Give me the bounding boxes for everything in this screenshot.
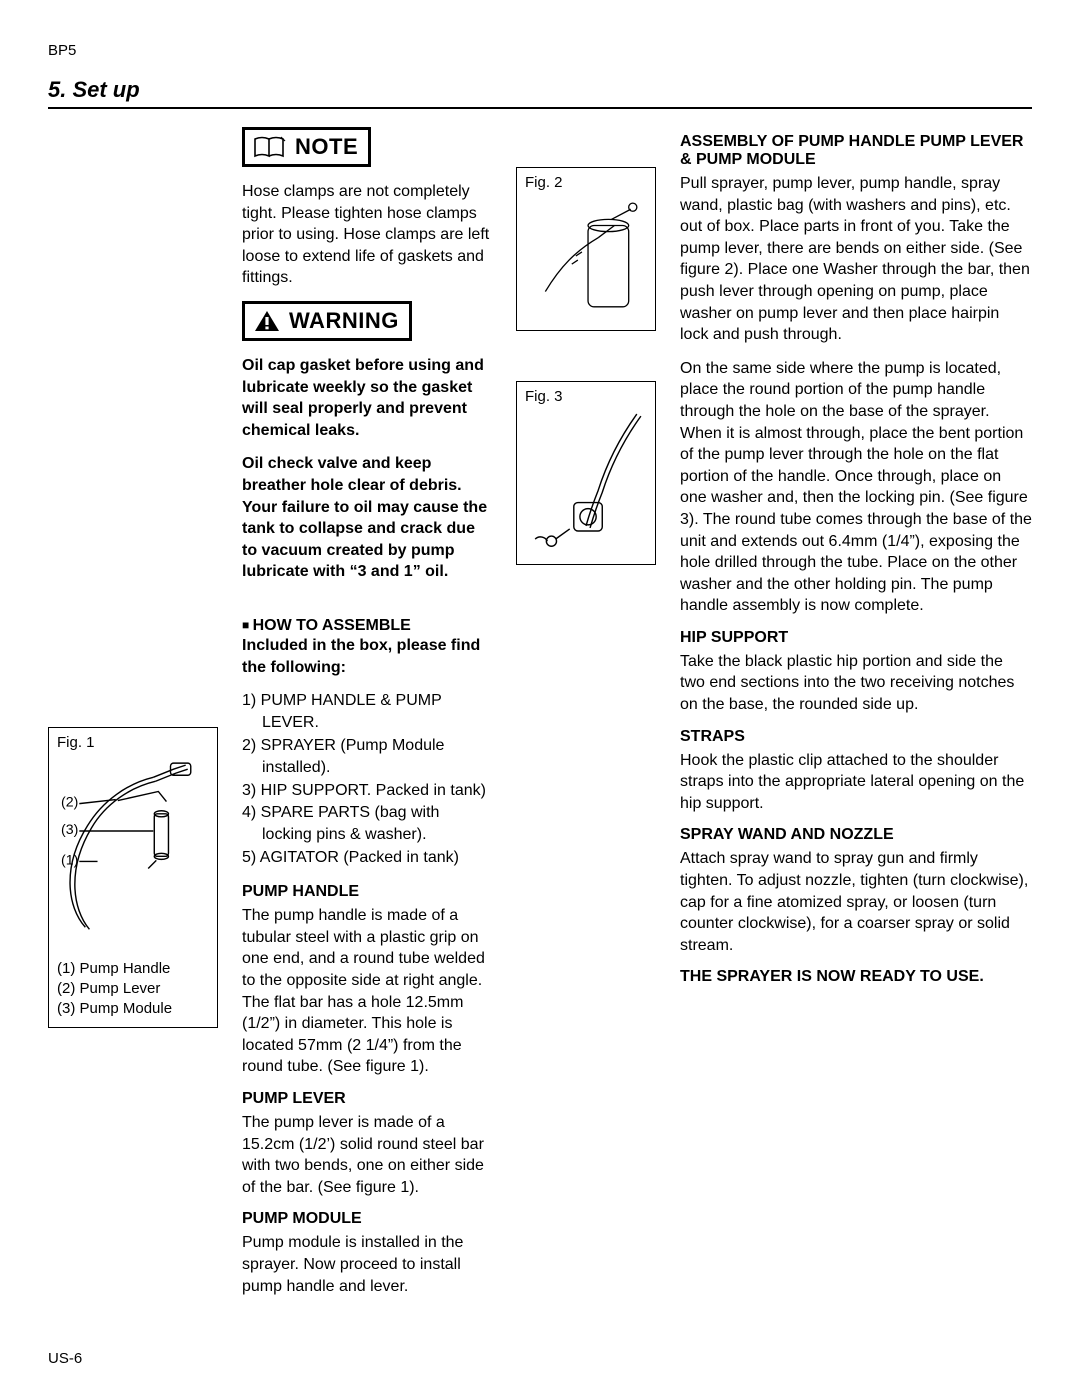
pump-handle-text: The pump handle is made of a tubular ste…: [242, 905, 492, 1078]
figure-1-label: Fig. 1: [57, 734, 209, 751]
ready-head: THE SPRAYER IS NOW READY TO USE.: [680, 968, 1032, 986]
pump-lever-head: PUMP LEVER: [242, 1090, 492, 1108]
figure-3-svg: [525, 409, 647, 551]
pump-handle-head: PUMP HANDLE: [242, 883, 492, 901]
note-label: NOTE: [295, 134, 358, 160]
column-right: ASSEMBLY OF PUMP HANDLE PUMP LEVER & PUM…: [680, 127, 1032, 1309]
page-footer: US-6: [48, 1350, 82, 1367]
fig1-callout-1: (1): [61, 852, 78, 868]
hip-support-head: HIP SUPPORT: [680, 629, 1032, 647]
fig1-legend-3: (3) Pump Module: [57, 999, 209, 1019]
warning-triangle-icon: [253, 309, 281, 333]
section-title: 5. Set up: [48, 77, 1032, 109]
part-1: 1) PUMP HANDLE & PUMP LEVER.: [242, 690, 492, 735]
part-4: 4) SPARE PARTS (bag with locking pins & …: [242, 802, 492, 847]
spray-wand-head: SPRAY WAND AND NOZZLE: [680, 826, 1032, 844]
hip-support-text: Take the black plastic hip portion and s…: [680, 651, 1032, 716]
assembly-head: ASSEMBLY OF PUMP HANDLE PUMP LEVER & PUM…: [680, 133, 1032, 169]
figure-1-box: Fig. 1: [48, 727, 218, 1028]
fig1-legend-2: (2) Pump Lever: [57, 979, 209, 999]
how-to-assemble-head: HOW TO ASSEMBLE: [242, 617, 492, 635]
figure-3-box: Fig. 3: [516, 381, 656, 565]
part-2: 2) SPRAYER (Pump Module installed).: [242, 735, 492, 780]
straps-head: STRAPS: [680, 728, 1032, 746]
warning-label: WARNING: [289, 308, 399, 334]
fig1-legend-1: (1) Pump Handle: [57, 959, 209, 979]
pump-module-head: PUMP MODULE: [242, 1210, 492, 1228]
fig1-callout-2: (2): [61, 795, 78, 811]
assembly-p2: On the same side where the pump is locat…: [680, 358, 1032, 617]
content-columns: Fig. 1: [48, 127, 1032, 1309]
part-3: 3) HIP SUPPORT. Packed in tank): [242, 780, 492, 802]
figure-1-legend: (1) Pump Handle (2) Pump Lever (3) Pump …: [57, 959, 209, 1020]
note-callout: NOTE: [242, 127, 371, 167]
warning-callout: WARNING: [242, 301, 412, 341]
note-book-icon: [253, 135, 287, 159]
figure-1-svg: (2) (3) (1): [57, 755, 209, 948]
column-figures: Fig. 2 Fig. 3: [516, 127, 656, 1309]
column-left: Fig. 1: [48, 127, 218, 1309]
figure-2-box: Fig. 2: [516, 167, 656, 331]
figure-2-label: Fig. 2: [525, 174, 647, 191]
pump-module-text: Pump module is installed in the sprayer.…: [242, 1232, 492, 1297]
figure-2-svg: [525, 195, 647, 317]
note-text: Hose clamps are not completely tight. Pl…: [242, 181, 492, 289]
column-middle: NOTE Hose clamps are not completely tigh…: [242, 127, 492, 1309]
warning-p2: Oil check valve and keep breather hole c…: [242, 453, 492, 583]
spray-wand-text: Attach spray wand to spray gun and firml…: [680, 848, 1032, 956]
part-5: 5) AGITATOR (Packed in tank): [242, 847, 492, 869]
assembly-p1: Pull sprayer, pump lever, pump handle, s…: [680, 173, 1032, 346]
header-code: BP5: [48, 42, 1032, 59]
straps-text: Hook the plastic clip attached to the sh…: [680, 750, 1032, 815]
pump-lever-text: The pump lever is made of a 15.2cm (1/2’…: [242, 1112, 492, 1198]
included-text: Included in the box, please find the fol…: [242, 635, 492, 678]
figure-3-label: Fig. 3: [525, 388, 647, 405]
warning-p1: Oil cap gasket before using and lubricat…: [242, 355, 492, 441]
parts-list: 1) PUMP HANDLE & PUMP LEVER. 2) SPRAYER …: [242, 690, 492, 869]
fig1-callout-3: (3): [61, 822, 78, 838]
